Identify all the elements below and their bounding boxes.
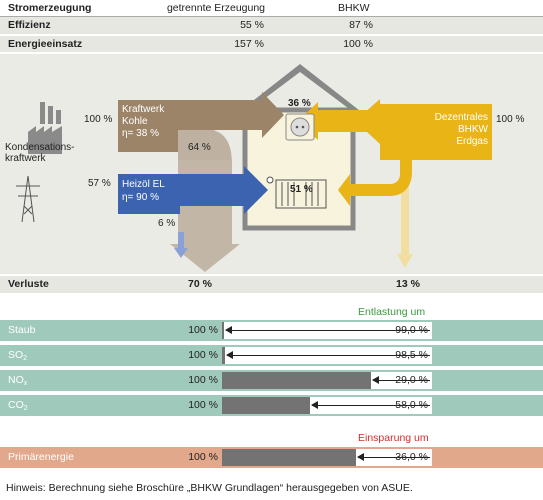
- emission-row: CO2 100 % 58,0 %: [0, 395, 543, 416]
- table-row-energieeinsatz: Energieeinsatz 157 % 100 %: [0, 35, 543, 52]
- power-pylon-icon: [16, 175, 40, 223]
- table-header-col2: BHKW: [338, 2, 370, 14]
- savings-label: Einsparung um: [358, 432, 429, 444]
- losses-row: Verluste 70 % 13 %: [0, 276, 543, 293]
- plant-label: Kondensations- kraftwerk: [5, 142, 75, 164]
- bar-fill: [222, 397, 311, 414]
- primary-energy-base: 100 %: [188, 451, 218, 463]
- emission-reduction-value: 29,0 %: [395, 374, 428, 386]
- losses-left-value: 70 %: [188, 278, 212, 290]
- losses-right-value: 13 %: [396, 278, 420, 290]
- table-row-label: Energieeinsatz: [8, 38, 83, 50]
- emission-label-subscript: 2: [23, 405, 28, 412]
- emission-label-text: NO: [8, 374, 24, 386]
- bar-fill: [222, 322, 225, 339]
- emission-reduction-value: 99,0 %: [395, 324, 428, 336]
- table-cell-getrennt: 55 %: [240, 19, 264, 31]
- emission-base-value: 100 %: [188, 349, 218, 361]
- table-cell-bhkw: 87 %: [349, 19, 373, 31]
- oil-loss-label: 6 %: [158, 218, 176, 229]
- emission-base-value: 100 %: [188, 374, 218, 386]
- emission-reduction-value: 98,5 %: [395, 349, 428, 361]
- primary-energy-label: Primärenergie: [8, 451, 74, 463]
- table-cell-bhkw: 100 %: [343, 38, 373, 50]
- losses-label: Verluste: [8, 278, 49, 290]
- bar-fill: [222, 347, 226, 364]
- relief-label: Entlastung um: [358, 306, 426, 318]
- bar-fill: [222, 449, 357, 466]
- emission-label-subscript: 2: [23, 355, 28, 362]
- emission-base-value: 100 %: [188, 324, 218, 336]
- coal-input-label: 100 %: [84, 114, 113, 125]
- bhkw-box-label: Dezentrales BHKW Erdgas: [434, 112, 488, 147]
- reduction-arrow: [225, 326, 430, 334]
- emission-row: NOx 100 % 29,0 %: [0, 370, 543, 391]
- table-header-label: Stromerzeugung: [8, 2, 92, 14]
- energy-flow-svg: [16, 64, 492, 272]
- footer-note: Hinweis: Berechnung siehe Broschüre „BHK…: [6, 482, 413, 494]
- emission-label-subscript: x: [23, 380, 28, 387]
- emission-label: Staub: [8, 324, 35, 336]
- factory-icon: [28, 102, 62, 154]
- reduction-arrow: [357, 453, 430, 461]
- emission-label-text: CO: [8, 399, 24, 411]
- emission-label: NOx: [8, 374, 27, 387]
- primary-energy-row: Primärenergie 100 % 36,0 %: [0, 447, 543, 468]
- oil-flow-arrow: [118, 166, 268, 258]
- emission-reduction-value: 58,0 %: [395, 399, 428, 411]
- bhkw-loss-arrow: [397, 164, 413, 268]
- coal-loss-label: 64 %: [188, 142, 211, 153]
- bhkw-input-label: 100 %: [496, 114, 525, 125]
- table-row-effizienz: Effizienz 55 % 87 %: [0, 17, 543, 34]
- energy-flow-diagram: Kondensations- kraftwerk 100 % Kraftwerk…: [0, 54, 543, 274]
- bar-fill: [222, 372, 372, 389]
- emission-label: CO2: [8, 399, 28, 412]
- emission-row: Staub 100 % 99,0 %: [0, 320, 543, 341]
- emission-label-text: Staub: [8, 324, 36, 336]
- house-electric-label: 36 %: [288, 98, 311, 109]
- oil-box-label: Heizöl EL η= 90 %: [122, 179, 165, 203]
- reduction-arrow: [311, 401, 430, 409]
- emission-label-text: SO: [8, 349, 24, 361]
- emission-row: SO2 100 % 98,5 %: [0, 345, 543, 366]
- primary-energy-value: 36,0 %: [395, 451, 428, 463]
- table-cell-getrennt: 157 %: [234, 38, 264, 50]
- radiator-icon: [266, 176, 327, 209]
- house-heat-label: 51 %: [290, 184, 313, 195]
- table-row-label: Effizienz: [8, 19, 51, 31]
- coal-box-label: Kraftwerk Kohle η= 38 %: [122, 104, 165, 139]
- bhkw-arrows: [298, 99, 492, 206]
- electric-socket-icon: [285, 113, 315, 141]
- reduction-arrow: [226, 351, 430, 359]
- oil-input-label: 57 %: [88, 178, 111, 189]
- table-header-col1: getrennte Erzeugung: [166, 2, 266, 14]
- emission-label: SO2: [8, 349, 27, 362]
- table-header-row: Stromerzeugung getrennte Erzeugung BHKW: [0, 0, 543, 17]
- reduction-arrow: [372, 376, 430, 384]
- emission-base-value: 100 %: [188, 399, 218, 411]
